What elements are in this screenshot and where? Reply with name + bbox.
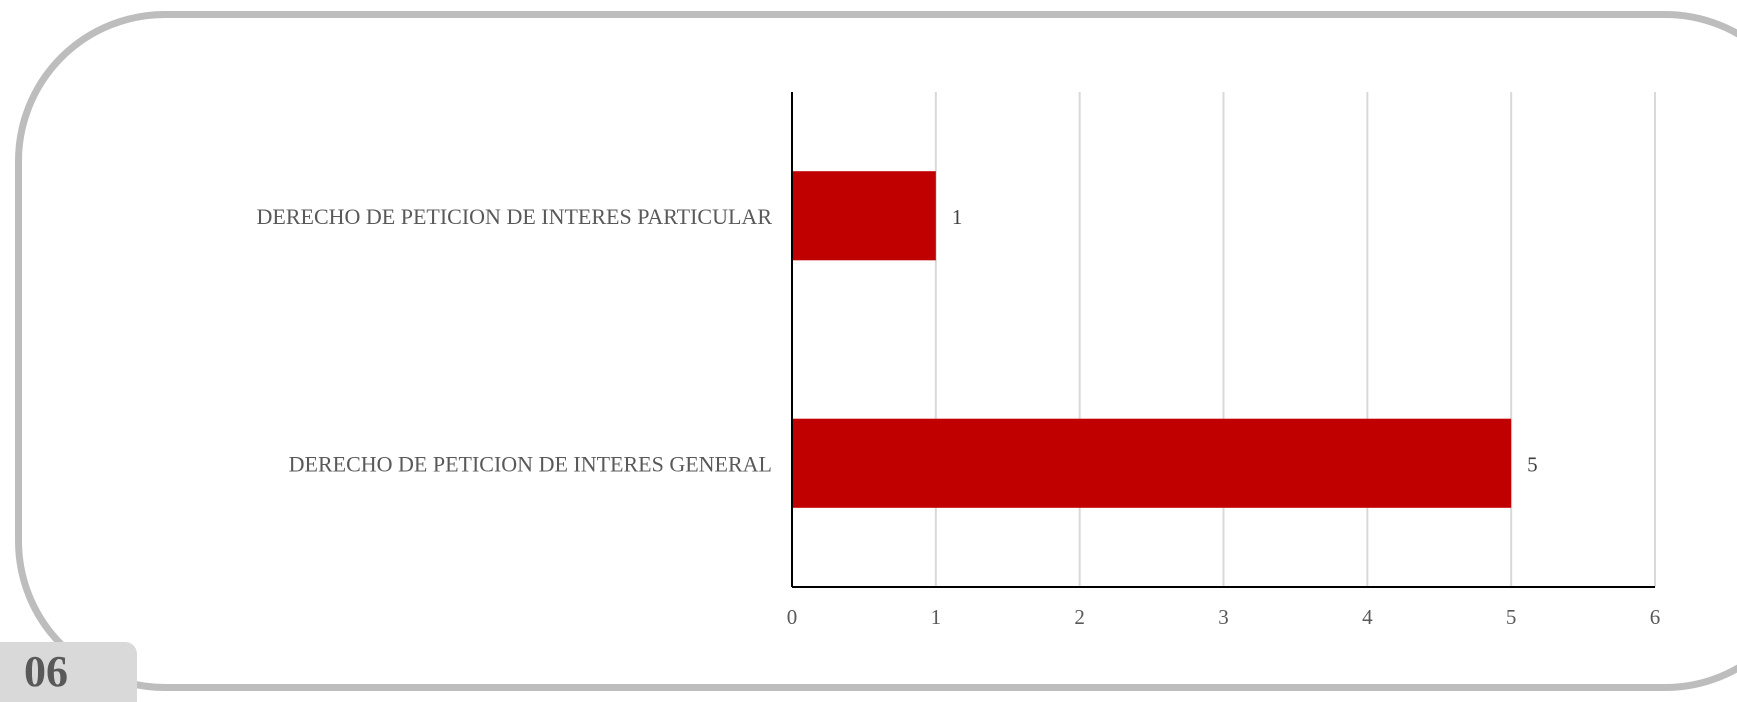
data-label-1: 1 (952, 205, 963, 229)
x-tick-label-3: 3 (1218, 605, 1229, 629)
data-label-2: 5 (1527, 452, 1538, 476)
bar-1 (792, 171, 936, 261)
x-tick-label-6: 6 (1650, 605, 1661, 629)
chart-axes (791, 92, 1655, 588)
category-label-2: DERECHO DE PETICION DE INTERES GENERAL (289, 451, 772, 476)
page-number: 06 (24, 647, 68, 696)
bar-2 (792, 418, 1512, 508)
x-tick-label-4: 4 (1362, 605, 1373, 629)
x-tick-label-0: 0 (787, 605, 798, 629)
x-tick-label-1: 1 (931, 605, 942, 629)
slide-frame (15, 11, 1737, 691)
x-tick-label-2: 2 (1074, 605, 1085, 629)
category-label-1: DERECHO DE PETICION DE INTERES PARTICULA… (257, 204, 773, 229)
chart-labels: 0 1 2 3 4 5 6 DERECHO DE PETICION DE INTERES PA… (257, 204, 1661, 629)
page-number-tab (0, 642, 137, 702)
chart-gridlines (934, 92, 1656, 587)
x-tick-label-5: 5 (1506, 605, 1517, 629)
chart-bars (792, 171, 1512, 508)
